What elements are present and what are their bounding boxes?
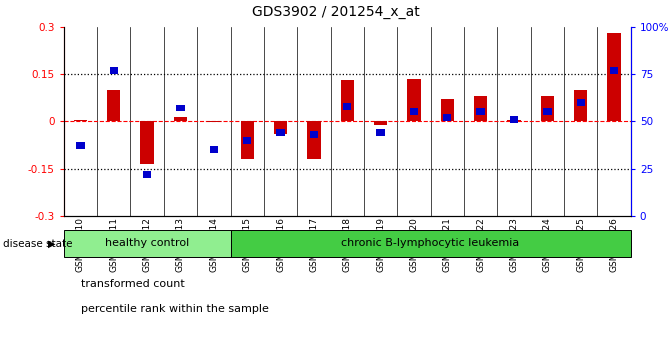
Text: percentile rank within the sample: percentile rank within the sample: [81, 304, 268, 314]
Bar: [374, 121, 387, 125]
Bar: [544, 108, 552, 115]
Bar: [143, 171, 151, 178]
Bar: [243, 137, 252, 144]
Bar: [574, 90, 587, 121]
Text: disease state: disease state: [3, 239, 73, 249]
Bar: [107, 90, 121, 121]
Bar: [443, 114, 452, 121]
Bar: [64, 230, 231, 257]
Bar: [310, 131, 318, 138]
Text: healthy control: healthy control: [105, 238, 189, 249]
Bar: [507, 120, 521, 121]
Bar: [276, 129, 285, 136]
Bar: [341, 80, 354, 121]
Bar: [474, 96, 487, 121]
Bar: [231, 230, 631, 257]
Bar: [407, 79, 421, 121]
Bar: [74, 120, 87, 121]
Bar: [476, 108, 485, 115]
Bar: [610, 67, 618, 74]
Bar: [174, 118, 187, 121]
Bar: [140, 121, 154, 164]
Bar: [410, 108, 418, 115]
Bar: [376, 129, 384, 136]
Bar: [274, 121, 287, 134]
Bar: [176, 104, 185, 112]
Bar: [510, 116, 518, 123]
Bar: [207, 121, 221, 122]
Bar: [576, 99, 585, 106]
Text: ▶: ▶: [48, 239, 56, 249]
Text: GDS3902 / 201254_x_at: GDS3902 / 201254_x_at: [252, 5, 419, 19]
Bar: [441, 99, 454, 121]
Bar: [76, 142, 85, 149]
Bar: [607, 33, 621, 121]
Bar: [109, 67, 118, 74]
Bar: [541, 96, 554, 121]
Bar: [307, 121, 321, 159]
Text: transformed count: transformed count: [81, 279, 185, 289]
Bar: [343, 103, 352, 110]
Bar: [209, 146, 218, 153]
Text: chronic B-lymphocytic leukemia: chronic B-lymphocytic leukemia: [342, 238, 520, 249]
Bar: [240, 121, 254, 159]
